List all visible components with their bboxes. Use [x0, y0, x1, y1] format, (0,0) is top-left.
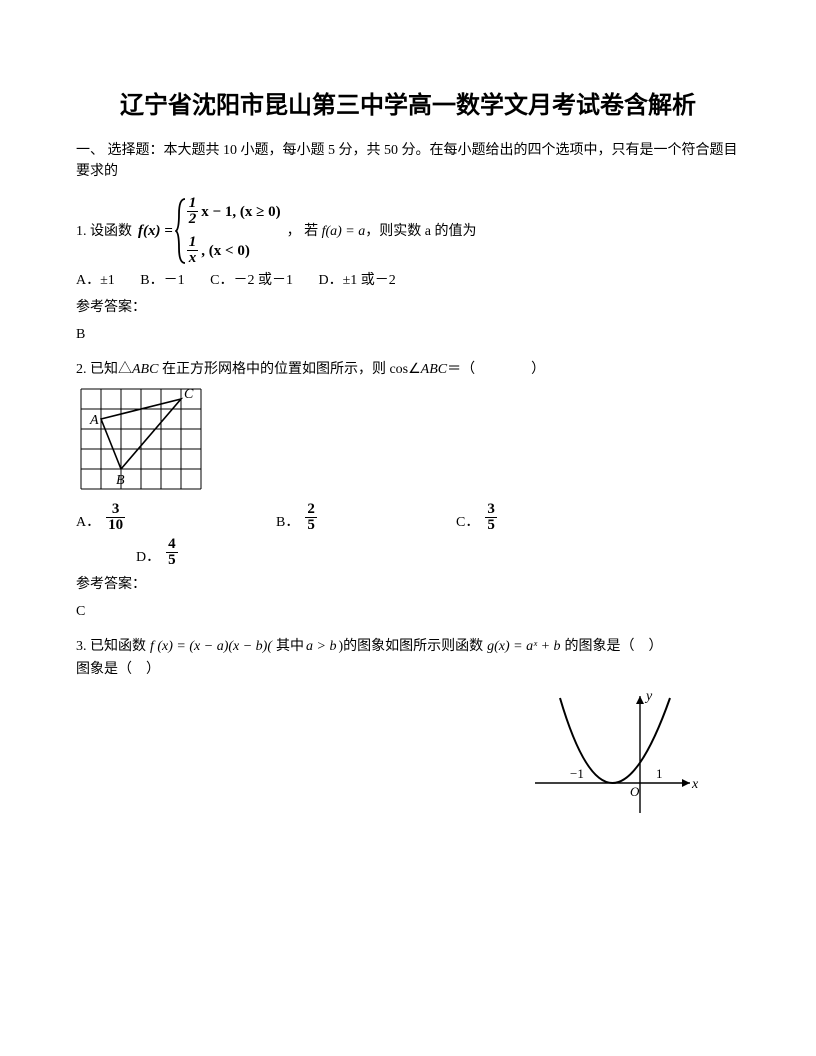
question-2: 2. 已知△ABC 在正方形网格中的位置如图所示，则 cos∠ABC＝（ ） A…: [76, 359, 740, 622]
q1-options: A．±1 B．－1 C．－2 或－1 D．±1 或－2: [76, 270, 740, 291]
q3-where: 其中: [276, 636, 304, 657]
q1-fa: f(a) = a: [322, 221, 366, 242]
q2-optA-frac: 3 10: [106, 502, 125, 533]
q3-cond: a > b: [306, 636, 336, 657]
q2-optC-frac: 3 5: [485, 502, 497, 533]
q2-answer-label: 参考答案：: [76, 574, 740, 595]
q3-prefix: 3. 已知函数: [76, 636, 146, 657]
q2-mid: 在正方形网格中的位置如图所示，则 cos∠: [158, 362, 420, 377]
q3-blank-line: 图象是（ ）: [76, 659, 740, 680]
q1-mid: ， 若: [287, 221, 319, 242]
origin-label: O: [630, 784, 640, 799]
q1-optC: C．－2 或－1: [210, 273, 293, 288]
q3-f-formula: f (x) = (x − a)(x − b)(: [150, 636, 272, 657]
frac-den: 5: [305, 517, 317, 533]
fraction-half: 1 2: [187, 196, 199, 227]
frac-den: 5: [485, 517, 497, 533]
tick-1: 1: [656, 766, 663, 781]
frac-num: 1: [189, 235, 197, 250]
page-title: 辽宁省沈阳市昆山第三中学高一数学文月考试卷含解析: [76, 90, 740, 122]
fraction-1x: 1 x: [187, 235, 199, 266]
q2-abc: ABC: [132, 362, 158, 377]
q2-optA-label: A．: [76, 512, 100, 533]
q2-optC-label: C．: [456, 512, 479, 533]
q3-mid: 的图象如图所示则函数: [343, 636, 483, 657]
frac-num: 2: [307, 502, 315, 517]
question-1: 1. 设函数 f(x) = 1 2 x − 1, (x ≥ 0) 1 x: [76, 196, 740, 345]
piecewise-function: f(x) = 1 2 x − 1, (x ≥ 0) 1 x ,: [138, 196, 281, 266]
q1-answer-label: 参考答案：: [76, 297, 740, 318]
section-heading: 一、 选择题：本大题共 10 小题，每小题 5 分，共 50 分。在每小题给出的…: [76, 140, 740, 182]
q2-optB-frac: 2 5: [305, 502, 317, 533]
q1-tail: ，则实数 a 的值为: [365, 221, 476, 242]
q2-options-row2: D． 4 5: [76, 537, 740, 568]
label-C: C: [184, 387, 194, 402]
q2-end: ＝（ ）: [447, 362, 545, 377]
q2-optB-label: B．: [276, 512, 299, 533]
frac-num: 3: [487, 502, 495, 517]
axis-y-label: y: [644, 689, 653, 704]
frac-den: 10: [106, 517, 125, 533]
tick-neg1: −1: [570, 766, 584, 781]
triangle-grid-figure: A B C: [76, 384, 208, 496]
q2-optD-label: D．: [136, 547, 160, 568]
frac-num: 4: [168, 537, 176, 552]
q2-options-row1: A． 3 10 B． 2 5 C． 3 5: [76, 502, 740, 533]
fx-label: f(x) =: [138, 220, 173, 243]
frac-den: 2: [187, 211, 199, 227]
label-A: A: [89, 413, 99, 428]
q1-optA: A．±1: [76, 273, 115, 288]
q2-pre: 2. 已知△: [76, 362, 132, 377]
frac-den: x: [187, 250, 199, 266]
q2-text: 2. 已知△ABC 在正方形网格中的位置如图所示，则 cos∠ABC＝（ ）: [76, 359, 740, 380]
q2-optD-frac: 4 5: [166, 537, 178, 568]
label-B: B: [116, 473, 125, 488]
frac-den: 5: [166, 552, 178, 568]
q2-answer: C: [76, 601, 740, 622]
parabola-figure: x y O −1 1: [530, 688, 700, 818]
question-3: 3. 已知函数 f (x) = (x − a)(x − b)(其中a > b) …: [76, 636, 740, 818]
q3-g-formula: g(x) = aˣ + b: [487, 636, 560, 657]
q1-optB: B．－1: [140, 273, 184, 288]
q1-answer: B: [76, 324, 740, 345]
axis-x-label: x: [691, 777, 699, 792]
frac-num: 3: [112, 502, 120, 517]
q2-abc2: ABC: [421, 362, 447, 377]
frac-num: 1: [189, 196, 197, 211]
piece2-text: , (x < 0): [201, 240, 250, 263]
q1-prefix: 1. 设函数: [76, 221, 132, 242]
q3-tail: 的图象是（ ）: [565, 636, 663, 657]
brace-icon: [175, 197, 187, 265]
piece1-text: x − 1, (x ≥ 0): [201, 201, 280, 224]
q1-optD: D．±1 或－2: [318, 273, 395, 288]
